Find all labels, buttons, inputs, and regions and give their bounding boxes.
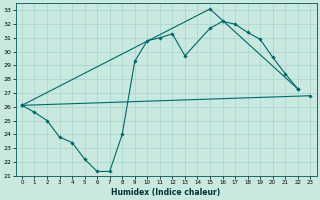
X-axis label: Humidex (Indice chaleur): Humidex (Indice chaleur) — [111, 188, 221, 197]
